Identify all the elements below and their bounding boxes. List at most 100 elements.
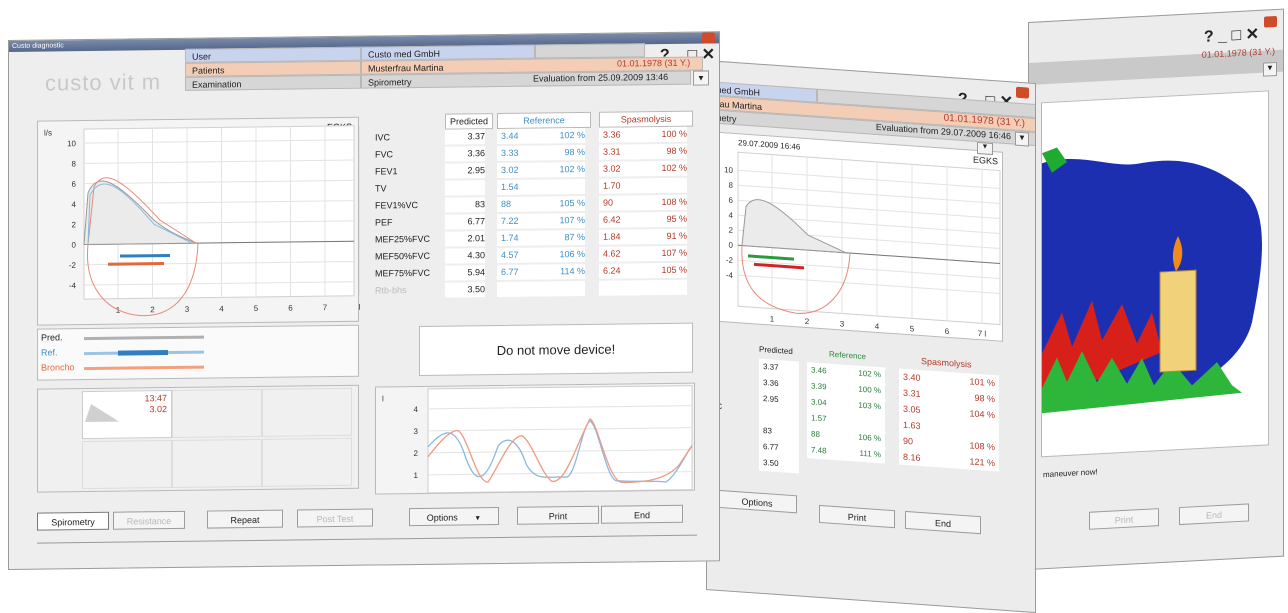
y-unit-label: l/s <box>44 128 52 137</box>
spasmolysis-percent: 107 % <box>643 245 687 262</box>
x-tick-label: 4 <box>875 322 880 331</box>
reference-bar <box>120 253 170 258</box>
predicted-cell-value: 83 <box>763 425 772 436</box>
close-icon[interactable] <box>1264 15 1277 28</box>
predicted-value: 83 <box>445 197 485 213</box>
grid-line <box>738 259 1000 280</box>
main-window: Custo diagnostic ? _ □ ✕ custo vit m Use… <box>8 31 720 571</box>
resistance-button[interactable]: Resistance <box>113 510 185 530</box>
post-test-button[interactable]: Post Test <box>297 508 373 528</box>
grid-line <box>428 471 692 476</box>
y-tick-label: 0 <box>729 241 734 250</box>
patient-dob: 01.01.1978 (31 Y.) <box>617 57 691 69</box>
broncho-bar <box>84 365 204 371</box>
spasmolysis-percent: 100 % <box>643 126 687 143</box>
inspiratory-curve <box>87 243 199 317</box>
reference-cell-percent: 111 % <box>859 448 882 460</box>
y-tick-label: 4 <box>414 405 419 414</box>
examination-label: Examination <box>185 74 361 91</box>
y-tick-label: 8 <box>72 159 77 168</box>
row-label: FEV1%VC <box>375 199 419 211</box>
pred-bar <box>84 335 204 341</box>
reference-value: 4.57 <box>497 247 541 264</box>
predicted-cell: 2.95 <box>759 391 799 410</box>
legend-panel: Pred. Ref. Broncho <box>37 324 359 381</box>
thumbnail-3[interactable] <box>262 387 352 437</box>
instruction-text: maneuver now! <box>1043 467 1098 480</box>
predicted-value: 6.77 <box>445 214 485 230</box>
x-tick-label: 3 <box>185 305 190 314</box>
reference-percent: 114 % <box>541 263 585 280</box>
spasmolysis-value: 6.42 <box>599 212 643 228</box>
y-tick-label: 1 <box>414 471 419 480</box>
spasmolysis-value: 3.36 <box>599 127 643 143</box>
thumbnail-5[interactable] <box>172 438 262 488</box>
spirometry-button[interactable]: Spirometry <box>37 511 109 531</box>
middle-table: Predicted Reference Spasmolysis VC s 3.3… <box>711 341 1011 503</box>
close-icon[interactable] <box>702 32 715 44</box>
results-table-area: Predicted Reference Spasmolysis IVC 3.37 3… <box>371 110 701 313</box>
grid-line <box>738 184 1000 205</box>
reference-curve <box>87 183 193 245</box>
reference-percent: 102 % <box>541 161 585 178</box>
predicted-value <box>445 180 485 196</box>
reference-cell-value: 3.39 <box>811 381 827 392</box>
thumbnail-2[interactable] <box>172 388 262 438</box>
thumb-value: 3.02 <box>149 404 167 415</box>
print-button[interactable]: Print <box>517 505 599 525</box>
spasmolysis-percent: 95 % <box>643 211 687 228</box>
spasmolysis-value <box>599 280 643 296</box>
reference-percent <box>541 178 585 195</box>
y-tick-label: 3 <box>414 427 419 436</box>
evaluation-dropdown[interactable]: ▼ <box>693 70 709 86</box>
end-button[interactable]: End <box>905 510 981 535</box>
y-tick-label: -4 <box>69 281 77 290</box>
end-button[interactable]: End <box>1179 503 1249 526</box>
reference-value: 1.54 <box>497 179 541 196</box>
end-button[interactable]: End <box>601 504 683 524</box>
thumbnail-6[interactable] <box>262 437 352 487</box>
spasmolysis-cell-value: 3.05 <box>903 403 921 416</box>
reference-value <box>497 281 541 298</box>
print-button[interactable]: Print <box>819 504 895 529</box>
spasmolysis-curve <box>427 418 693 484</box>
grid-line <box>428 405 692 410</box>
predicted-value: 3.36 <box>445 146 485 162</box>
row-label: PEF <box>375 217 393 228</box>
dropdown-icon[interactable]: ▼ <box>977 141 993 156</box>
thumbnail-4[interactable] <box>82 439 172 490</box>
col-spasmolysis: Spasmolysis <box>921 356 972 370</box>
y-tick-label: 4 <box>72 200 77 209</box>
spasmolysis-cell-percent: 101 % <box>969 376 995 389</box>
y-tick-label: 2 <box>72 220 77 229</box>
legend-pred: Pred. <box>41 332 63 343</box>
reference-cell-value: 1.57 <box>811 413 827 424</box>
spasmolysis-cell-percent: 108 % <box>969 440 995 453</box>
options-button[interactable]: Options <box>717 489 797 514</box>
y-tick-label: 6 <box>72 180 77 189</box>
dropdown-icon[interactable]: ▼ <box>1263 61 1277 77</box>
predicted-cell-value: 3.36 <box>763 377 779 389</box>
row-label: TV <box>375 183 387 194</box>
window-controls-icon[interactable]: ? _ □ ✕ <box>1203 25 1259 46</box>
plot-area <box>737 151 1001 326</box>
x-tick-label: 6 <box>945 327 950 336</box>
grid-line <box>738 199 1000 220</box>
thumbnail-1[interactable]: 13:47 3.02 <box>82 389 172 440</box>
y-tick-label: -2 <box>726 255 734 265</box>
dropdown-icon[interactable]: ▼ <box>1015 131 1029 147</box>
predicted-value: 3.37 <box>445 129 485 145</box>
options-button[interactable]: Options ▼ <box>409 507 499 527</box>
spasmolysis-cell-value: 1.63 <box>903 419 921 432</box>
repeat-button[interactable]: Repeat <box>207 509 283 529</box>
y-tick-label: -2 <box>69 261 77 270</box>
reference-value: 3.33 <box>497 145 541 162</box>
reference-cell-value: 3.04 <box>811 397 827 408</box>
close-icon[interactable] <box>1016 86 1029 99</box>
reference-cell-percent: 100 % <box>858 384 881 396</box>
spasmolysis-percent: 105 % <box>643 262 687 279</box>
grid-line <box>428 449 692 454</box>
print-button[interactable]: Print <box>1089 508 1159 530</box>
